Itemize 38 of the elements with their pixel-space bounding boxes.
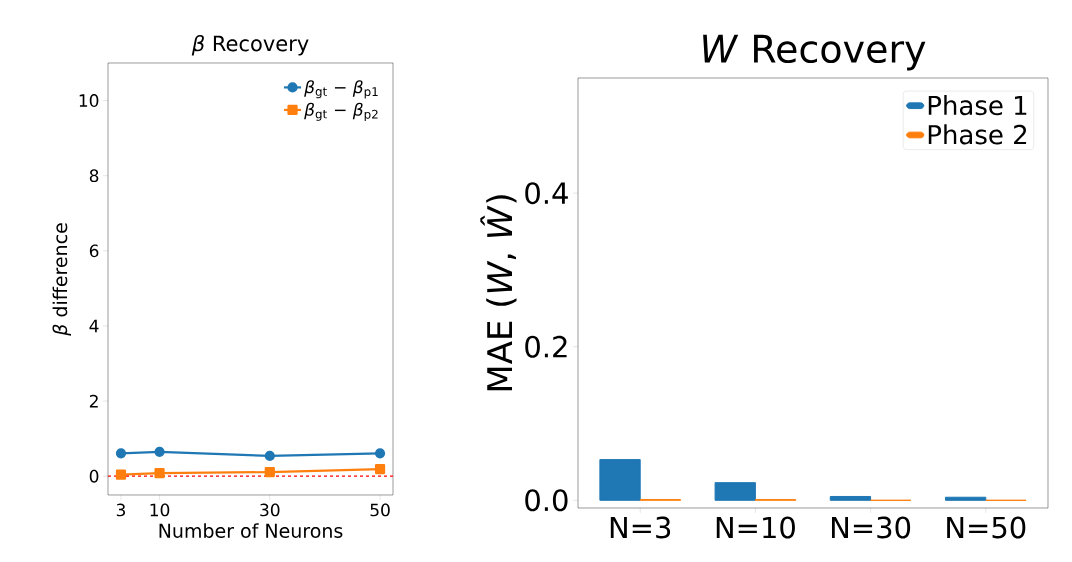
y-tick-label: 0 bbox=[89, 469, 99, 483]
x-tick-label: 10 bbox=[150, 503, 170, 517]
y-axis-title: β difference bbox=[52, 223, 71, 336]
point bbox=[374, 448, 386, 459]
y-tick-label: 0.2 bbox=[525, 335, 567, 358]
point bbox=[374, 463, 386, 475]
legend-label: Phase 2 bbox=[928, 124, 1027, 145]
y-axis-title: MAE (W, Ŵ) bbox=[480, 195, 517, 391]
y-tick-label: 2 bbox=[89, 394, 98, 408]
point bbox=[115, 469, 127, 480]
chart-title: β Recovery bbox=[191, 35, 309, 56]
y-tick-label: 0.4 bbox=[525, 182, 568, 205]
point bbox=[115, 448, 127, 459]
y-tick-label: 4 bbox=[89, 319, 99, 333]
x-tick-label: 3 bbox=[116, 503, 126, 517]
bar bbox=[714, 482, 756, 501]
point bbox=[264, 450, 275, 462]
point bbox=[264, 466, 275, 478]
point bbox=[154, 468, 165, 479]
legend-label: β$_{gt}$ − β$_{p1}$ bbox=[304, 80, 378, 99]
point bbox=[154, 446, 165, 457]
y-tick-label: 0.0 bbox=[525, 489, 568, 512]
x-axis-title: Number of Neurons bbox=[159, 523, 343, 538]
x-tick-label: N=10 bbox=[716, 516, 795, 539]
x-tick-label: 30 bbox=[260, 503, 280, 517]
chart-title: W Recovery bbox=[703, 34, 926, 71]
legend-label: β$_{gt}$ − β$_{p2}$ bbox=[304, 102, 378, 122]
x-tick-label: 50 bbox=[370, 503, 390, 517]
y-tick-label: 8 bbox=[89, 169, 99, 183]
x-tick-label: N=50 bbox=[947, 516, 1026, 539]
y-tick-label: 6 bbox=[89, 244, 99, 258]
bar bbox=[599, 459, 641, 501]
y-tick-label: 10 bbox=[79, 94, 99, 107]
x-tick-label: N=30 bbox=[831, 516, 911, 539]
bar bbox=[829, 495, 872, 501]
bar bbox=[944, 496, 987, 501]
x-tick-label: N=3 bbox=[610, 516, 671, 539]
legend-label: Phase 1 bbox=[928, 95, 1027, 116]
